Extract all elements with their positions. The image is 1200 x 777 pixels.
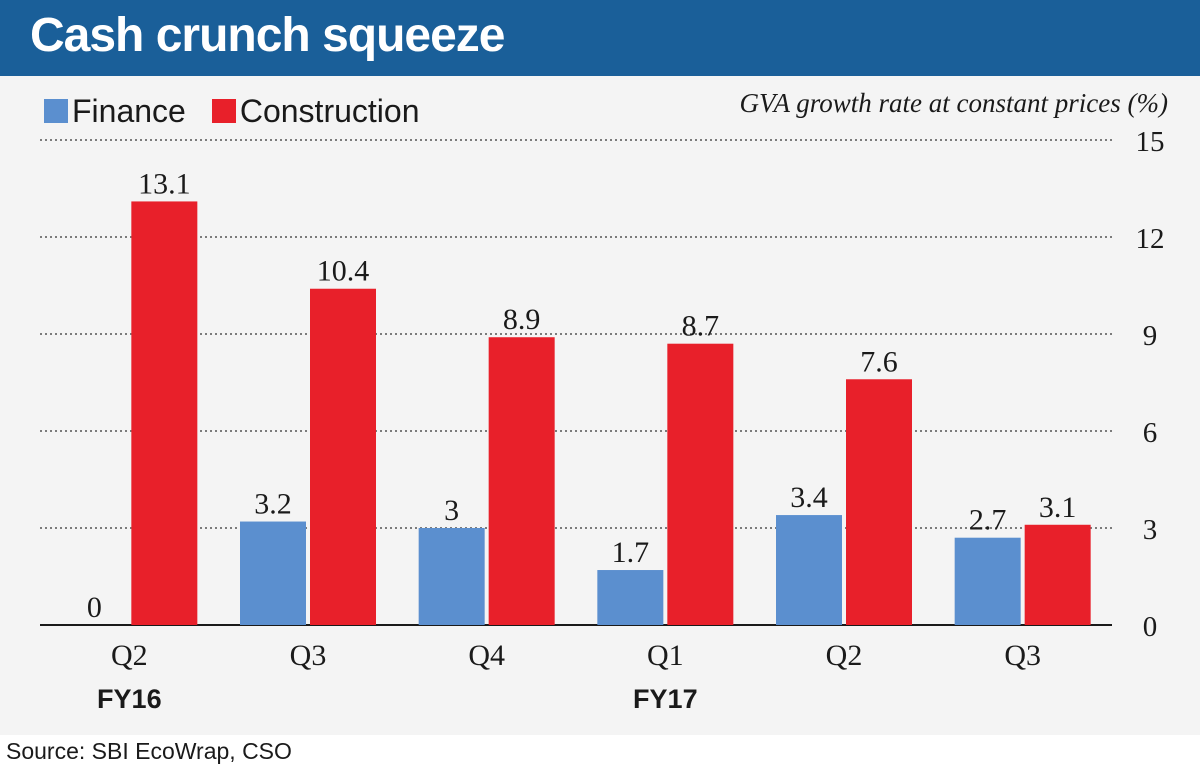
data-label-finance: 0 [87, 591, 102, 624]
x-tick-label: Q2 [826, 639, 863, 672]
fiscal-year-label: FY16 [97, 684, 162, 714]
chart-title: Cash crunch squeeze [30, 9, 505, 62]
bar-construction [131, 201, 198, 625]
fiscal-year-label: FY17 [633, 684, 698, 714]
legend-item-finance: Finance [44, 93, 186, 130]
title-banner: Cash crunch squeeze [0, 0, 1200, 76]
data-label-finance: 3.2 [254, 488, 292, 521]
bar-finance [776, 515, 842, 625]
y-tick-label: 12 [1136, 223, 1165, 255]
data-label-finance: 2.7 [969, 504, 1007, 537]
bar-finance [240, 521, 306, 625]
x-tick-label: Q3 [1004, 639, 1041, 672]
unit-note: GVA growth rate at constant prices (%) [739, 88, 1168, 118]
legend-label-construction: Construction [239, 92, 420, 129]
x-tick-label: Q3 [290, 639, 327, 672]
bar-finance [597, 570, 664, 625]
bar-construction [310, 288, 376, 625]
x-tick-label: Q2 [111, 639, 148, 672]
y-tick-label: 15 [1136, 126, 1165, 158]
data-label-construction: 3.1 [1039, 491, 1077, 524]
bar-construction [846, 379, 912, 625]
legend-item-construction: Construction [211, 92, 420, 130]
data-label-finance: 3.4 [790, 481, 828, 514]
source-note: Source: SBI EcoWrap, CSO [6, 738, 292, 764]
data-label-finance: 1.7 [612, 536, 650, 569]
data-label-finance: 3 [444, 494, 459, 527]
y-tick-label: 0 [1143, 611, 1158, 643]
data-label-construction: 8.7 [682, 310, 720, 343]
y-tick-label: 6 [1143, 417, 1158, 449]
bar-construction [488, 337, 555, 625]
bar-construction [667, 343, 734, 625]
bar-chart: 0 3 6 9 12 15 0 13.1 Q2 3.2 10.4 Q3 3 8.9 Q4 1.7 8.7 Q1 3.… [40, 126, 1165, 714]
bar-construction [1024, 524, 1091, 625]
data-label-construction: 7.6 [860, 345, 898, 378]
legend-label-finance: Finance [72, 92, 186, 129]
legend-swatch-finance [44, 99, 68, 123]
bar-finance [954, 537, 1021, 625]
x-tick-label: Q1 [647, 639, 684, 672]
y-tick-label: 9 [1143, 320, 1158, 352]
x-tick-label: Q4 [468, 639, 505, 672]
data-label-construction: 13.1 [138, 167, 191, 200]
bar-finance [418, 528, 485, 625]
data-label-construction: 10.4 [317, 255, 370, 288]
y-tick-label: 3 [1143, 514, 1158, 546]
legend-swatch-construction [211, 99, 236, 123]
legend: Finance Construction [44, 88, 445, 134]
data-label-construction: 8.9 [503, 303, 541, 336]
